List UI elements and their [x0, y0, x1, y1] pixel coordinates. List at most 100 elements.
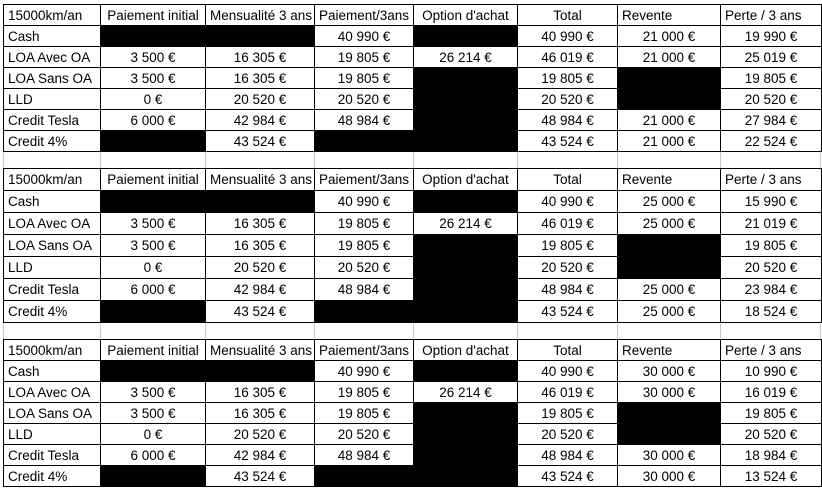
redacted-cell[interactable]	[205, 360, 315, 382]
value-cell[interactable]: 48 984 €	[517, 444, 618, 466]
value-cell[interactable]: 43 524 €	[205, 300, 315, 323]
row-label-cell[interactable]: LLD	[3, 423, 101, 445]
redacted-cell[interactable]	[413, 256, 518, 279]
redacted-cell[interactable]	[413, 360, 518, 382]
value-cell[interactable]: 20 520 €	[205, 88, 315, 110]
value-cell[interactable]: 3 500 €	[100, 381, 206, 403]
value-cell[interactable]: 20 520 €	[205, 423, 315, 445]
header-cell[interactable]: Perte / 3 ans	[720, 4, 822, 26]
value-cell[interactable]: 21 000 €	[617, 109, 721, 131]
value-cell[interactable]: 3 500 €	[100, 234, 206, 257]
row-label-cell[interactable]: Credit Tesla	[3, 109, 101, 131]
value-cell[interactable]: 43 524 €	[517, 130, 618, 152]
value-cell[interactable]: 46 019 €	[517, 381, 618, 403]
value-cell[interactable]: 25 000 €	[617, 300, 721, 323]
value-cell[interactable]: 18 524 €	[720, 300, 822, 323]
redacted-cell[interactable]	[617, 88, 721, 110]
header-cell[interactable]: Option d'achat	[413, 4, 518, 26]
value-cell[interactable]: 20 520 €	[517, 256, 618, 279]
value-cell[interactable]: 6 000 €	[100, 444, 206, 466]
header-cell[interactable]: Revente	[617, 4, 721, 26]
row-label-cell[interactable]: LOA Avec OA	[3, 212, 101, 235]
redacted-cell[interactable]	[413, 402, 518, 424]
redacted-cell[interactable]	[413, 423, 518, 445]
value-cell[interactable]: 16 305 €	[205, 402, 315, 424]
header-cell[interactable]: Option d'achat	[413, 168, 518, 191]
value-cell[interactable]: 42 984 €	[205, 278, 315, 301]
value-cell[interactable]: 19 805 €	[314, 67, 414, 89]
value-cell[interactable]: 30 000 €	[617, 381, 721, 403]
value-cell[interactable]: 3 500 €	[100, 402, 206, 424]
header-cell[interactable]: Paiement/3ans	[314, 4, 414, 26]
value-cell[interactable]: 20 520 €	[720, 256, 822, 279]
row-label-cell[interactable]: Credit 4%	[3, 130, 101, 152]
value-cell[interactable]: 19 805 €	[314, 234, 414, 257]
redacted-cell[interactable]	[100, 300, 206, 323]
redacted-cell[interactable]	[617, 256, 721, 279]
value-cell[interactable]: 40 990 €	[314, 360, 414, 382]
value-cell[interactable]: 26 214 €	[413, 212, 518, 235]
header-cell[interactable]: Mensualité 3 ans	[205, 168, 315, 191]
value-cell[interactable]: 40 990 €	[517, 360, 618, 382]
row-label-cell[interactable]: Credit Tesla	[3, 444, 101, 466]
value-cell[interactable]: 19 805 €	[517, 402, 618, 424]
value-cell[interactable]: 20 520 €	[205, 256, 315, 279]
redacted-cell[interactable]	[205, 25, 315, 47]
value-cell[interactable]: 20 520 €	[314, 256, 414, 279]
value-cell[interactable]: 43 524 €	[517, 300, 618, 323]
value-cell[interactable]: 20 520 €	[314, 88, 414, 110]
value-cell[interactable]: 16 305 €	[205, 381, 315, 403]
redacted-cell[interactable]	[100, 190, 206, 213]
value-cell[interactable]: 40 990 €	[517, 190, 618, 213]
value-cell[interactable]: 21 000 €	[617, 130, 721, 152]
redacted-cell[interactable]	[413, 234, 518, 257]
value-cell[interactable]: 3 500 €	[100, 46, 206, 68]
value-cell[interactable]: 19 805 €	[517, 67, 618, 89]
value-cell[interactable]: 21 000 €	[617, 46, 721, 68]
value-cell[interactable]: 25 000 €	[617, 212, 721, 235]
redacted-cell[interactable]	[413, 465, 518, 487]
value-cell[interactable]: 30 000 €	[617, 444, 721, 466]
value-cell[interactable]: 19 805 €	[720, 67, 822, 89]
value-cell[interactable]: 15 990 €	[720, 190, 822, 213]
redacted-cell[interactable]	[413, 109, 518, 131]
value-cell[interactable]: 6 000 €	[100, 109, 206, 131]
value-cell[interactable]: 3 500 €	[100, 212, 206, 235]
value-cell[interactable]: 30 000 €	[617, 465, 721, 487]
header-cell[interactable]: Mensualité 3 ans	[205, 4, 315, 26]
value-cell[interactable]: 48 984 €	[314, 278, 414, 301]
header-cell[interactable]: Paiement initial	[100, 168, 206, 191]
value-cell[interactable]: 19 805 €	[314, 212, 414, 235]
value-cell[interactable]: 0 €	[100, 423, 206, 445]
value-cell[interactable]: 48 984 €	[314, 109, 414, 131]
value-cell[interactable]: 26 214 €	[413, 46, 518, 68]
redacted-cell[interactable]	[413, 130, 518, 152]
value-cell[interactable]: 30 000 €	[617, 360, 721, 382]
value-cell[interactable]: 19 805 €	[720, 402, 822, 424]
header-cell[interactable]: Option d'achat	[413, 339, 518, 361]
value-cell[interactable]: 18 984 €	[720, 444, 822, 466]
header-cell[interactable]: Total	[517, 4, 618, 26]
redacted-cell[interactable]	[100, 25, 206, 47]
value-cell[interactable]: 21 019 €	[720, 212, 822, 235]
header-cell[interactable]: Mensualité 3 ans	[205, 339, 315, 361]
header-cell[interactable]: Revente	[617, 339, 721, 361]
redacted-cell[interactable]	[617, 234, 721, 257]
value-cell[interactable]: 43 524 €	[205, 465, 315, 487]
value-cell[interactable]: 3 500 €	[100, 67, 206, 89]
header-cell[interactable]: Total	[517, 168, 618, 191]
value-cell[interactable]: 40 990 €	[314, 190, 414, 213]
row-label-cell[interactable]: LOA Avec OA	[3, 381, 101, 403]
value-cell[interactable]: 20 520 €	[517, 88, 618, 110]
value-cell[interactable]: 19 805 €	[720, 234, 822, 257]
header-cell[interactable]: Paiement initial	[100, 339, 206, 361]
header-cell[interactable]: 15000km/an	[3, 4, 101, 26]
row-label-cell[interactable]: LLD	[3, 88, 101, 110]
header-cell[interactable]: 15000km/an	[3, 339, 101, 361]
row-label-cell[interactable]: Credit 4%	[3, 465, 101, 487]
redacted-cell[interactable]	[314, 465, 414, 487]
value-cell[interactable]: 6 000 €	[100, 278, 206, 301]
redacted-cell[interactable]	[617, 402, 721, 424]
value-cell[interactable]: 16 305 €	[205, 46, 315, 68]
header-cell[interactable]: Paiement initial	[100, 4, 206, 26]
